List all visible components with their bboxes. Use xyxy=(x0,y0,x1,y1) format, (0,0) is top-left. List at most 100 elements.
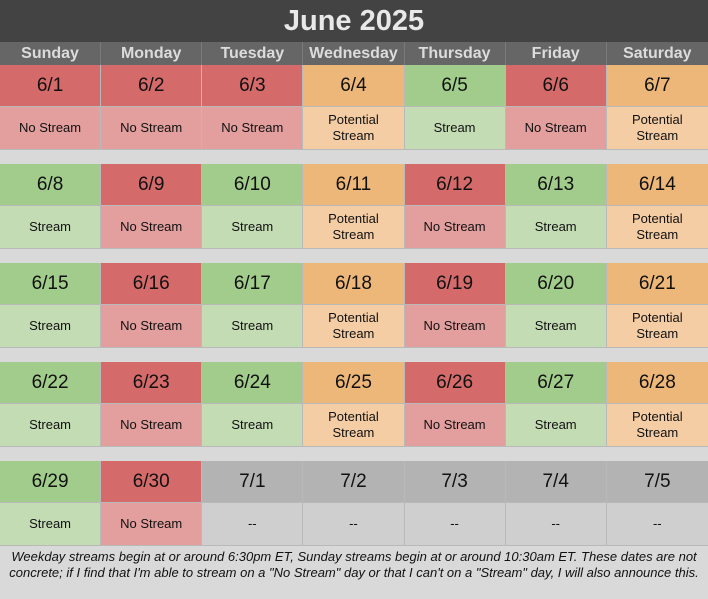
status-row: No Stream No Stream No Stream Potential Str… xyxy=(0,107,708,150)
status-cell: No Stream xyxy=(404,206,506,249)
status-label: Potential Stream xyxy=(328,211,379,242)
date-row: 6/22 6/23 6/24 6/25 6/26 6/27 6/28 xyxy=(0,362,708,404)
day-name-tuesday: Tuesday xyxy=(202,42,304,65)
status-cell: Stream xyxy=(505,206,607,249)
date-cell: 6/5 xyxy=(404,65,506,107)
status-label: No Stream xyxy=(423,417,486,432)
status-label: No Stream xyxy=(524,120,587,135)
date-cell: 6/9 xyxy=(101,164,203,206)
date-row: 6/1 6/2 6/3 6/4 6/5 6/6 6/7 xyxy=(0,65,708,107)
status-cell: Stream xyxy=(505,305,607,348)
date-cell: 6/30 xyxy=(101,461,203,503)
date-cell: 6/1 xyxy=(0,65,102,107)
date-cell: 6/27 xyxy=(505,362,607,404)
status-cell: Potential Stream xyxy=(606,206,708,249)
status-cell: No Stream xyxy=(101,305,203,348)
status-cell: Potential Stream xyxy=(303,404,405,447)
status-cell: Potential Stream xyxy=(606,404,708,447)
status-cell: -- xyxy=(404,503,506,546)
status-label: Stream xyxy=(29,417,72,432)
status-label: Potential Stream xyxy=(328,409,379,440)
status-label: No Stream xyxy=(18,120,82,135)
status-label: Potential Stream xyxy=(328,310,379,341)
calendar-week: 6/1 6/2 6/3 6/4 6/5 6/6 6/7 No Stream No Stream N… xyxy=(0,65,708,150)
status-cell: Stream xyxy=(0,503,102,546)
day-name-friday: Friday xyxy=(506,42,607,65)
status-label: -- xyxy=(247,516,257,531)
status-cell: No Stream xyxy=(404,305,506,348)
status-cell: No Stream xyxy=(101,107,203,150)
status-label: Stream xyxy=(433,120,476,135)
date-row: 6/15 6/16 6/17 6/18 6/19 6/20 6/21 xyxy=(0,263,708,305)
date-cell: 6/29 xyxy=(0,461,102,503)
calendar-week: 6/29 6/30 7/1 7/2 7/3 7/4 7/5 Stream No Stream --… xyxy=(0,461,708,546)
status-cell: -- xyxy=(303,503,405,546)
date-cell: 6/25 xyxy=(303,362,405,404)
date-cell: 6/24 xyxy=(202,362,304,404)
status-row: Stream No Stream -- -- -- -- -- xyxy=(0,503,708,546)
status-cell: -- xyxy=(202,503,304,546)
status-label: No Stream xyxy=(120,516,183,531)
status-label: Stream xyxy=(29,516,72,531)
date-cell: 7/5 xyxy=(606,461,708,503)
date-cell: 7/2 xyxy=(303,461,405,503)
date-cell: 6/23 xyxy=(101,362,203,404)
date-cell: 6/7 xyxy=(606,65,708,107)
status-cell: No Stream xyxy=(101,206,203,249)
status-cell: Stream xyxy=(202,206,304,249)
date-cell: 6/14 xyxy=(606,164,708,206)
date-cell: 6/13 xyxy=(505,164,607,206)
date-cell: 6/11 xyxy=(303,164,405,206)
status-cell: No Stream xyxy=(404,404,506,447)
date-cell: 6/12 xyxy=(404,164,506,206)
date-cell: 6/2 xyxy=(101,65,203,107)
status-cell: No Stream xyxy=(101,404,203,447)
calendar-week: 6/8 6/9 6/10 6/11 6/12 6/13 6/14 Stream No Strea… xyxy=(0,164,708,249)
status-cell: Stream xyxy=(404,107,506,150)
schedule-footnote: Weekday streams begin at or around 6:30p… xyxy=(0,546,708,599)
status-label: -- xyxy=(551,516,561,531)
date-cell: 6/21 xyxy=(606,263,708,305)
status-label: Stream xyxy=(231,219,274,234)
date-cell: 6/4 xyxy=(303,65,405,107)
status-row: Stream No Stream Stream Potential Stream No … xyxy=(0,206,708,249)
day-name-sunday: Sunday xyxy=(0,42,102,65)
date-cell: 6/10 xyxy=(202,164,304,206)
date-row: 6/8 6/9 6/10 6/11 6/12 6/13 6/14 xyxy=(0,164,708,206)
status-cell: No Stream xyxy=(101,503,203,546)
status-cell: Potential Stream xyxy=(606,107,708,150)
status-row: Stream No Stream Stream Potential Stream No … xyxy=(0,404,708,447)
day-name-thursday: Thursday xyxy=(405,42,506,65)
status-label: No Stream xyxy=(120,219,183,234)
date-cell: 6/3 xyxy=(202,65,304,107)
date-cell: 6/19 xyxy=(404,263,506,305)
day-name-monday: Monday xyxy=(101,42,203,65)
status-label: Potential Stream xyxy=(632,112,683,143)
day-name-saturday: Saturday xyxy=(623,45,692,62)
date-cell: 6/26 xyxy=(404,362,506,404)
status-label: Potential Stream xyxy=(328,112,379,143)
status-label: Stream xyxy=(534,219,577,234)
status-cell: Stream xyxy=(505,404,607,447)
date-row: 6/29 6/30 7/1 7/2 7/3 7/4 7/5 xyxy=(0,461,708,503)
status-label: -- xyxy=(450,516,459,531)
status-label: No Stream xyxy=(120,318,183,333)
date-cell: 6/8 xyxy=(0,164,102,206)
status-label: Stream xyxy=(231,318,274,333)
date-cell: 6/18 xyxy=(303,263,405,305)
date-cell: 6/15 xyxy=(0,263,102,305)
status-cell: Stream xyxy=(0,206,102,249)
status-label: Potential Stream xyxy=(632,310,683,341)
status-label: -- xyxy=(652,516,662,531)
status-cell: Stream xyxy=(202,305,304,348)
date-cell: 7/4 xyxy=(505,461,607,503)
status-cell: -- xyxy=(505,503,607,546)
date-cell: 6/28 xyxy=(606,362,708,404)
status-cell: Stream xyxy=(0,305,102,348)
status-cell: -- xyxy=(606,503,708,546)
date-cell: 6/16 xyxy=(101,263,203,305)
status-row: Stream No Stream Stream Potential Stream No … xyxy=(0,305,708,348)
status-cell: No Stream xyxy=(0,107,102,150)
date-cell: 6/20 xyxy=(505,263,607,305)
status-label: No Stream xyxy=(423,219,486,234)
